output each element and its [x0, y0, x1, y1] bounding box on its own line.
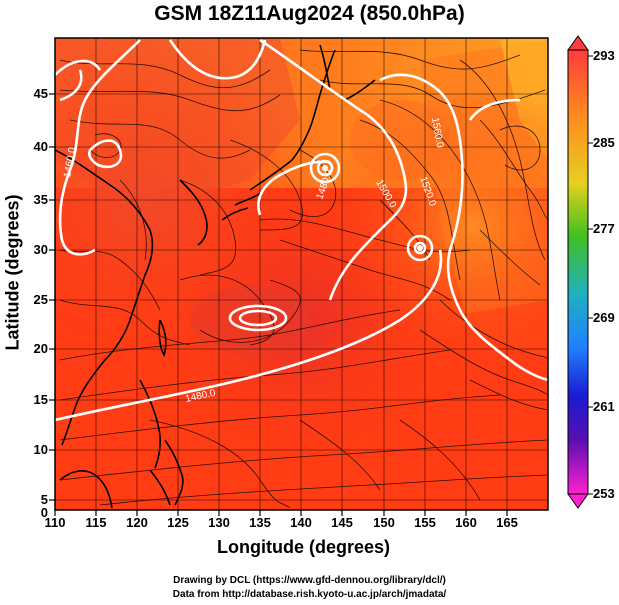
x-tick-label: 150	[373, 515, 395, 530]
y-tick-label: 30	[33, 242, 48, 257]
x-axis-label: Longitude (degrees)	[0, 537, 619, 558]
colorbar-tick-label: 269	[593, 310, 615, 325]
x-axis-label-text: Longitude (degrees)	[216, 537, 390, 557]
colorbar-tick-label: 285	[593, 135, 615, 150]
x-tick-label: 115	[85, 515, 107, 530]
x-tick-label: 165	[496, 515, 518, 530]
lat-lon-grid	[55, 38, 548, 510]
x-tick-label: 110	[44, 515, 66, 530]
credit-data: Data from http://database.rish.kyoto-u.a…	[172, 589, 447, 600]
x-tick-label: 155	[414, 515, 436, 530]
y-tick-label: 10	[33, 442, 48, 457]
colorbar	[567, 35, 593, 509]
x-tick-label: 145	[331, 515, 353, 530]
x-tick-label: 125	[167, 515, 189, 530]
y-tick-label: 5	[40, 492, 48, 507]
y-tick-label: 20	[33, 341, 48, 356]
credit-drawing: Drawing by DCL (https://www.gfd-dennou.o…	[173, 575, 446, 586]
contour-label: 1460.0	[62, 146, 78, 178]
contour-label: 1560.0	[429, 117, 445, 149]
colorbar-tick-label: 293	[593, 48, 615, 63]
coastlines	[55, 44, 376, 509]
x-tick-label: 120	[126, 515, 148, 530]
axis-ticks	[49, 93, 508, 516]
x-tick-label: 140	[290, 515, 312, 530]
y-axis-label: Latitude (degrees)	[2, 194, 23, 351]
temperature-field	[55, 38, 548, 510]
colorbar-tick-label: 261	[593, 399, 615, 414]
y-tick-label: 0	[40, 505, 48, 520]
height-contours	[55, 38, 548, 422]
y-tick-label: 15	[33, 392, 48, 407]
y-tick-label: 35	[33, 192, 48, 207]
map-title: GSM 18Z11Aug2024 (850.0hPa)	[154, 2, 465, 25]
colorbar-tick-label: 277	[593, 221, 615, 236]
x-tick-label: 160	[455, 515, 477, 530]
x-tick-label: 130	[208, 515, 230, 530]
x-tick-label: 135	[249, 515, 271, 530]
colorbar-tick-label: 253	[593, 486, 615, 501]
y-tick-label: 25	[33, 292, 48, 307]
vortex-centers	[322, 165, 423, 251]
y-tick-label: 45	[33, 86, 48, 101]
y-tick-label: 40	[33, 139, 48, 154]
